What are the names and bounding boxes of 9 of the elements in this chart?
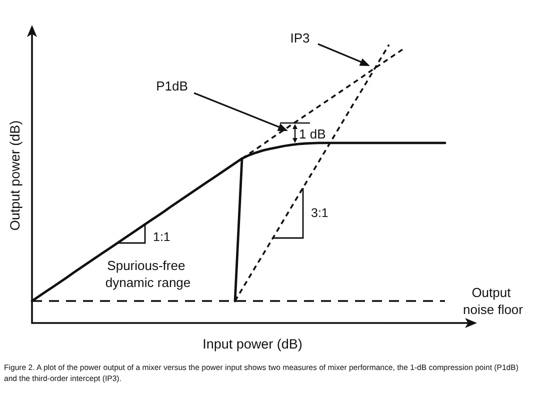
annotation: 1 dB — [299, 126, 326, 142]
ref-line-label: Output noise floor — [463, 285, 524, 318]
annotation: P1dB — [156, 78, 188, 94]
annotation: 3:1 — [311, 206, 328, 220]
annotation: Spurious-free dynamic range — [105, 258, 191, 290]
y-axis-title: Output power (dB) — [8, 120, 22, 231]
annotation: IP3 — [290, 30, 310, 46]
annotation: 1:1 — [153, 230, 170, 244]
x-axis-title: Input power (dB) — [202, 336, 302, 352]
